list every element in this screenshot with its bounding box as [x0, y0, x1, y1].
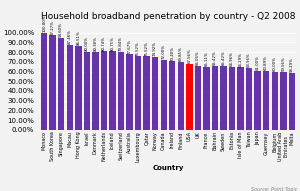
Text: 70.40%: 70.40% [170, 46, 174, 61]
Text: 100.00%: 100.00% [42, 14, 46, 32]
Bar [50, 35, 56, 130]
Text: 65.11%: 65.11% [204, 51, 208, 66]
Text: 75.52%: 75.52% [136, 41, 140, 56]
Bar [160, 60, 167, 130]
Bar [169, 62, 176, 130]
Bar [280, 72, 286, 130]
Bar [41, 33, 47, 130]
Text: 69.85%: 69.85% [179, 46, 183, 61]
Text: 67.56%: 67.56% [188, 49, 191, 63]
Bar [254, 70, 261, 130]
Text: 65.42%: 65.42% [221, 51, 226, 66]
Bar [84, 52, 90, 130]
Bar [246, 68, 252, 130]
Bar [220, 66, 227, 130]
Text: 61.00%: 61.00% [256, 55, 260, 70]
Bar [178, 62, 184, 130]
Title: Household broadband penetration by country - Q2 2008: Household broadband penetration by count… [41, 12, 295, 21]
Text: 60.00%: 60.00% [273, 56, 277, 71]
Bar [212, 66, 218, 130]
Bar [263, 71, 269, 130]
Text: 87.46%: 87.46% [68, 29, 72, 44]
Text: 75.52%: 75.52% [145, 41, 148, 56]
Bar [229, 67, 235, 130]
Bar [75, 46, 82, 130]
Text: 64.96%: 64.96% [230, 51, 234, 66]
Bar [272, 72, 278, 130]
Text: 80.00%: 80.00% [85, 36, 89, 51]
Text: 74.92%: 74.92% [153, 41, 157, 56]
Bar [126, 54, 133, 130]
Bar [195, 66, 201, 130]
Bar [135, 57, 141, 130]
Text: 80.30%: 80.30% [93, 36, 98, 51]
Text: 97.27%: 97.27% [51, 19, 55, 35]
Bar [237, 67, 244, 130]
Bar [92, 52, 99, 130]
Bar [58, 38, 64, 130]
Text: 60.89%: 60.89% [264, 55, 268, 70]
Bar [203, 67, 210, 130]
Text: 58.29%: 58.29% [290, 57, 294, 72]
Text: 66.06%: 66.06% [196, 50, 200, 65]
Text: 65.42%: 65.42% [213, 51, 217, 66]
Text: Source: Point Topic: Source: Point Topic [250, 187, 297, 191]
Text: 80.75%: 80.75% [110, 36, 115, 51]
Bar [109, 51, 116, 130]
Bar [152, 57, 158, 130]
Bar [67, 45, 73, 130]
Text: 63.56%: 63.56% [247, 53, 251, 67]
X-axis label: Country: Country [152, 165, 184, 171]
Text: 77.67%: 77.67% [128, 39, 132, 54]
Bar [101, 51, 107, 130]
Bar [186, 64, 193, 130]
Bar [118, 52, 124, 130]
Text: 80.74%: 80.74% [102, 36, 106, 51]
Text: 59.56%: 59.56% [281, 57, 285, 71]
Bar [289, 73, 295, 130]
Bar [143, 57, 150, 130]
Text: 64.29%: 64.29% [238, 52, 243, 67]
Text: 94.60%: 94.60% [59, 22, 63, 37]
Text: 86.51%: 86.51% [76, 30, 80, 45]
Text: 72.00%: 72.00% [162, 44, 166, 59]
Text: 79.84%: 79.84% [119, 36, 123, 51]
